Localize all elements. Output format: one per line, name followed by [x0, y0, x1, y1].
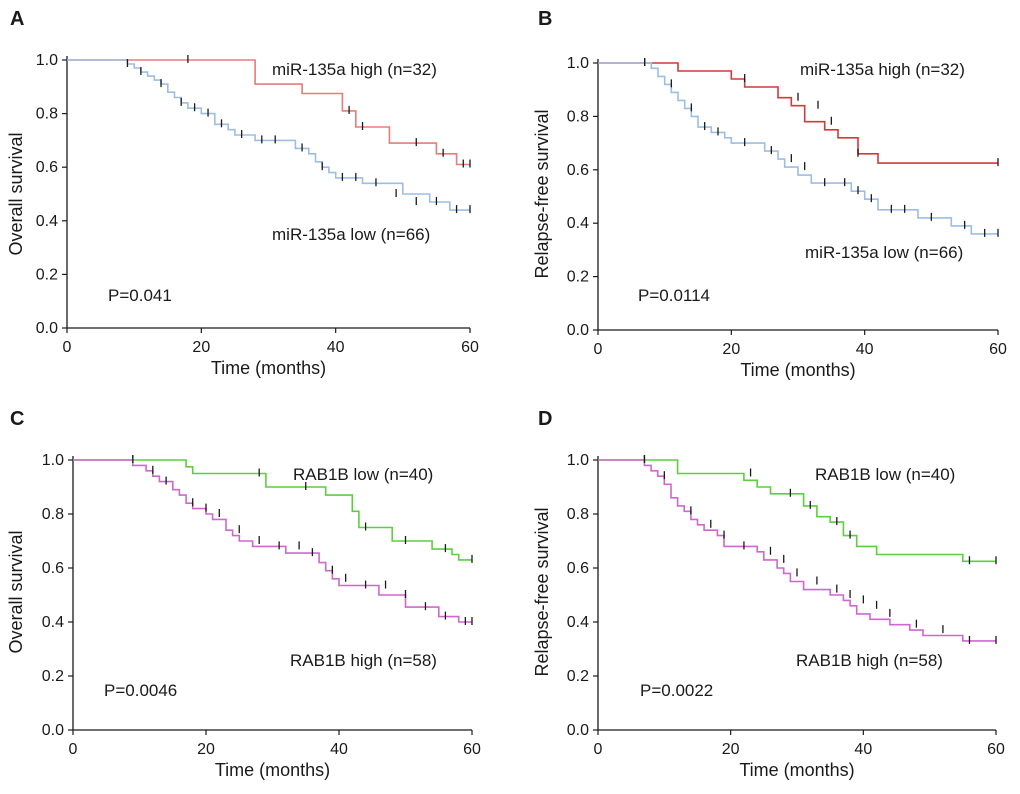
- x-tick-label: 20: [192, 339, 210, 356]
- x-tick-label: 60: [989, 341, 1007, 358]
- panel-c: C 0.0 0.2 0.4 0.6 0.8 1.0 0 20 40 60 Time (months) O…: [6, 408, 481, 780]
- y-tick-label: 1.0: [567, 452, 589, 469]
- y-tick-label: 0.6: [36, 159, 58, 176]
- y-tick-label: 0.4: [36, 213, 58, 230]
- legend-label: miR-135a high (n=32): [272, 60, 437, 79]
- y-tick-label: 0.0: [567, 722, 589, 739]
- x-tick-label: 20: [722, 341, 740, 358]
- p-value: P=0.0114: [638, 286, 710, 305]
- y-tick-label: 0.8: [36, 106, 58, 123]
- x-axis-title: Time (months): [211, 358, 326, 378]
- legend-label: RAB1B high (n=58): [290, 651, 437, 670]
- y-tick-label: 0.6: [567, 162, 589, 179]
- x-tick-label: 40: [327, 339, 345, 356]
- y-tick-label: 0.0: [36, 320, 58, 337]
- x-axis-title: Time (months): [739, 760, 854, 780]
- x-tick-label: 60: [461, 339, 479, 356]
- km-curve-series-0: [73, 459, 472, 561]
- y-tick-label: 0.8: [567, 108, 589, 125]
- y-tick-label: 0.2: [42, 668, 64, 685]
- x-tick-label: 20: [722, 741, 740, 758]
- y-axis-title: Relapse-free survival: [532, 109, 552, 278]
- km-curve-series-0: [67, 59, 470, 166]
- y-tick-label: 0.2: [567, 668, 589, 685]
- x-tick-label: 0: [69, 741, 78, 758]
- y-tick-label: 1.0: [42, 452, 64, 469]
- panel-b: B 0.0 0.2 0.4 0.6 0.8 1.0 0 20 40 60 Time (months) R…: [532, 8, 1007, 380]
- x-tick-label: 40: [854, 741, 872, 758]
- x-tick-label: 0: [63, 339, 72, 356]
- y-tick-label: 0.2: [567, 269, 589, 286]
- y-tick-label: 0.0: [42, 722, 64, 739]
- x-tick-label: 0: [594, 741, 603, 758]
- y-axis-title: Overall survival: [6, 530, 26, 653]
- panel-letter: D: [538, 408, 552, 430]
- y-tick-label: 0.6: [42, 560, 64, 577]
- x-tick-label: 60: [463, 741, 481, 758]
- x-tick-label: 0: [594, 341, 603, 358]
- panel-d: D 0.0 0.2 0.4 0.6 0.8 1.0 0 20 40 60 Time (months) R…: [532, 408, 1005, 780]
- y-tick-label: 0.0: [567, 322, 589, 339]
- x-tick-label: 40: [856, 341, 874, 358]
- x-tick-label: 20: [197, 741, 215, 758]
- km-curve-series-0: [598, 62, 998, 164]
- km-curve-series-1: [73, 459, 472, 623]
- p-value: P=0.041: [108, 286, 172, 305]
- y-tick-label: 0.8: [42, 506, 64, 523]
- y-tick-label: 0.4: [42, 614, 64, 631]
- y-tick-label: 1.0: [567, 55, 589, 72]
- km-curve-series-1: [598, 62, 998, 235]
- x-tick-label: 60: [987, 741, 1005, 758]
- legend-label: RAB1B high (n=58): [796, 651, 943, 670]
- y-axis-title: Overall survival: [6, 132, 26, 255]
- legend-label: miR-135a low (n=66): [272, 225, 430, 244]
- legend-label: RAB1B low (n=40): [815, 465, 955, 484]
- legend-label: miR-135a high (n=32): [800, 60, 965, 79]
- legend-label: RAB1B low (n=40): [293, 465, 433, 484]
- y-axis-title: Relapse-free survival: [532, 507, 552, 676]
- y-tick-label: 1.0: [36, 52, 58, 69]
- panel-letter: A: [10, 8, 24, 30]
- p-value: P=0.0022: [640, 681, 713, 700]
- panel-a: A 0.0 0.2 0.4 0.6 0.8 1.0 0 20 40 60 Time (months) O…: [6, 8, 479, 378]
- x-tick-label: 40: [330, 741, 348, 758]
- legend-label: miR-135a low (n=66): [805, 243, 963, 262]
- y-tick-label: 0.4: [567, 215, 589, 232]
- y-tick-label: 0.2: [36, 266, 58, 283]
- km-curve-series-0: [598, 459, 996, 563]
- panel-letter: B: [538, 8, 552, 30]
- y-tick-label: 0.8: [567, 506, 589, 523]
- x-axis-title: Time (months): [215, 760, 330, 780]
- x-axis-title: Time (months): [740, 360, 855, 380]
- km-curve-series-1: [67, 59, 470, 211]
- panel-letter: C: [10, 408, 24, 430]
- y-tick-label: 0.6: [567, 560, 589, 577]
- p-value: P=0.0046: [104, 681, 177, 700]
- y-tick-label: 0.4: [567, 614, 589, 631]
- km-curve-series-1: [598, 459, 996, 642]
